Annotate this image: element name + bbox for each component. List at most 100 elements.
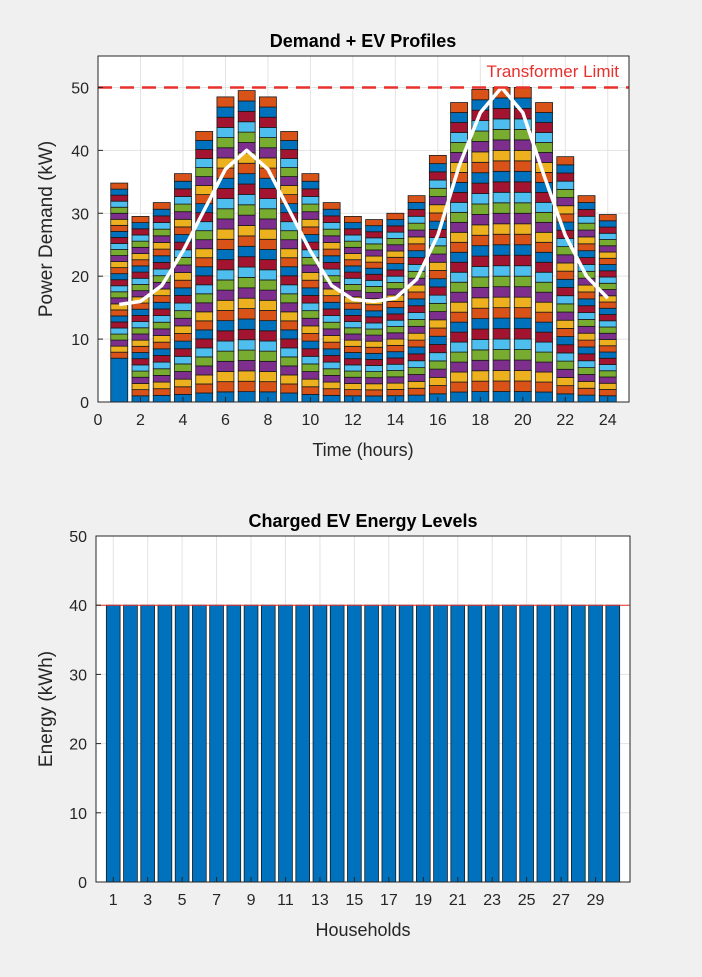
bar-segment bbox=[174, 272, 192, 281]
bar-segment bbox=[280, 131, 299, 141]
bar-segment bbox=[407, 339, 426, 348]
bar-segment bbox=[280, 257, 299, 268]
bar-segment bbox=[301, 218, 320, 228]
bar-segment bbox=[259, 299, 277, 311]
bar-segment bbox=[535, 391, 553, 403]
bar-segment bbox=[216, 147, 235, 159]
bar-segment bbox=[131, 321, 150, 329]
bar-segment bbox=[152, 335, 171, 343]
bar-segment bbox=[195, 239, 214, 250]
bar-segment bbox=[556, 311, 575, 321]
bar-segment bbox=[110, 315, 129, 323]
bar-segment bbox=[131, 216, 150, 224]
bar-segment bbox=[237, 391, 256, 403]
x-tick-label: 11 bbox=[277, 892, 294, 909]
x-tick-label: 24 bbox=[599, 412, 617, 429]
bar-segment bbox=[237, 349, 256, 361]
energy-bar bbox=[484, 604, 500, 883]
bar-segment bbox=[259, 249, 277, 261]
bar-segment bbox=[301, 348, 320, 357]
bar-segment bbox=[216, 218, 235, 230]
energy-bar bbox=[536, 604, 552, 883]
y-tick-label: 20 bbox=[71, 269, 89, 286]
bar-segment bbox=[365, 286, 384, 293]
bar-segment bbox=[492, 359, 511, 371]
bar-segment bbox=[343, 228, 362, 236]
bar-segment bbox=[110, 200, 129, 208]
bar-segment bbox=[216, 208, 235, 220]
bar-segment bbox=[386, 212, 405, 220]
bar-segment bbox=[259, 340, 277, 352]
bar-segment bbox=[365, 395, 384, 403]
bar-segment bbox=[598, 364, 617, 372]
bar-segment bbox=[535, 241, 553, 253]
bar-segment bbox=[471, 203, 490, 215]
bar-segment bbox=[343, 222, 362, 230]
bar-segment bbox=[492, 202, 511, 214]
bar-segment bbox=[216, 371, 235, 383]
bar-segment bbox=[195, 158, 214, 168]
bar-segment bbox=[577, 250, 596, 258]
bar-segment bbox=[174, 325, 192, 334]
bar-segment bbox=[216, 259, 235, 271]
bar-segment bbox=[259, 279, 277, 291]
bar-segment bbox=[450, 191, 468, 203]
bar-segment bbox=[216, 289, 235, 301]
bar-segment bbox=[535, 231, 553, 243]
bar-segment bbox=[131, 370, 150, 378]
y-tick-label: 50 bbox=[69, 529, 87, 546]
bar-segment bbox=[237, 193, 256, 206]
bar-segment bbox=[598, 257, 617, 265]
bar-segment bbox=[492, 307, 511, 319]
bar-segment bbox=[110, 345, 129, 353]
bar-segment bbox=[513, 328, 532, 340]
bar-segment bbox=[280, 248, 299, 259]
bar-segment bbox=[577, 305, 596, 313]
bar-segment bbox=[556, 385, 575, 395]
bar-segment bbox=[428, 376, 447, 386]
x-tick-label: 2 bbox=[136, 412, 145, 429]
bar-segment bbox=[513, 286, 532, 298]
bar-segment bbox=[259, 330, 277, 342]
bar-segment bbox=[598, 301, 617, 309]
bar-segment bbox=[259, 320, 277, 332]
bar-segment bbox=[450, 251, 468, 263]
bar-segment bbox=[237, 339, 256, 351]
bar-segment bbox=[513, 254, 532, 267]
demand-y-axis-label: Power Demand (kW) bbox=[36, 141, 57, 317]
bar-segment bbox=[535, 371, 553, 383]
bar-segment bbox=[343, 246, 362, 254]
bar-segment bbox=[471, 182, 490, 194]
bar-segment bbox=[513, 212, 532, 225]
bar-segment bbox=[343, 345, 362, 353]
bar-segment bbox=[152, 368, 171, 376]
bar-segment bbox=[365, 310, 384, 318]
bar-segment bbox=[535, 331, 553, 343]
bar-segment bbox=[471, 88, 490, 101]
bar-segment bbox=[450, 331, 468, 343]
bar-segment bbox=[598, 351, 617, 359]
energy-bar bbox=[571, 604, 586, 883]
bar-segment bbox=[301, 317, 320, 327]
bar-segment bbox=[365, 261, 384, 269]
energy-bar bbox=[450, 604, 466, 883]
x-tick-label: 5 bbox=[178, 892, 187, 909]
bar-segment bbox=[152, 228, 171, 237]
bar-segment bbox=[365, 267, 384, 275]
bar-segment bbox=[322, 368, 341, 376]
bar-segment bbox=[450, 371, 468, 383]
bar-segment bbox=[237, 256, 256, 268]
bar-segment bbox=[131, 277, 150, 285]
bar-segment bbox=[343, 327, 362, 335]
bar-segment bbox=[535, 132, 553, 143]
energy-bar bbox=[157, 604, 173, 883]
x-tick-label: 13 bbox=[311, 892, 329, 909]
bar-segment bbox=[110, 309, 129, 317]
bar-segment bbox=[365, 371, 384, 379]
bar-segment bbox=[492, 139, 511, 151]
bar-segment bbox=[195, 266, 214, 277]
bar-segment bbox=[428, 220, 447, 230]
bar-segment bbox=[556, 180, 575, 190]
bar-segment bbox=[577, 387, 596, 396]
